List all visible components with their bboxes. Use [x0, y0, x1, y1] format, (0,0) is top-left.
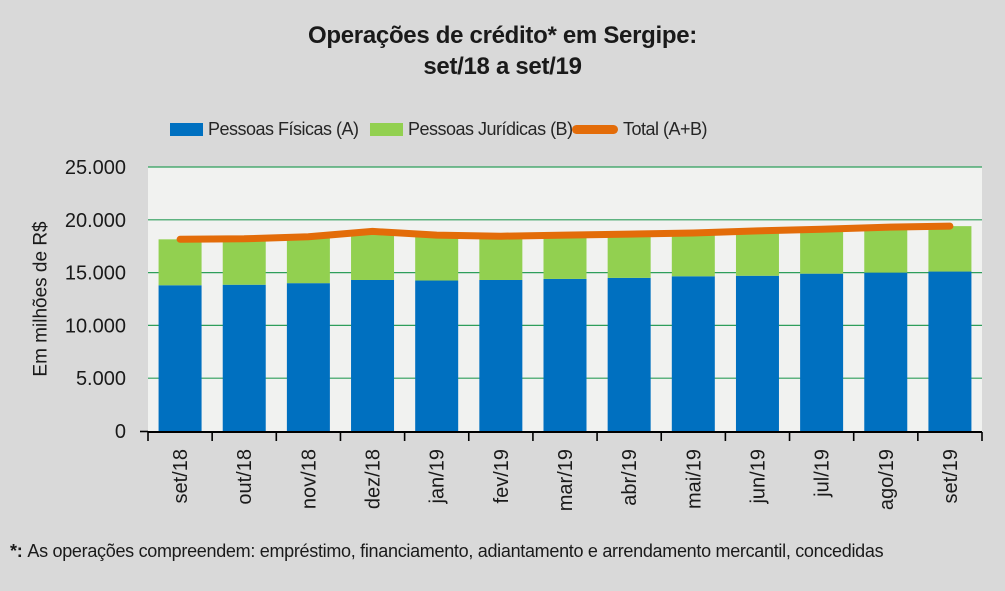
bar-pessoas-fisicas [671, 276, 715, 432]
bar-pessoas-fisicas [158, 285, 202, 432]
footnote-asterisk: *: [10, 541, 23, 561]
bar-pessoas-juridicas [800, 229, 844, 274]
bar-pessoas-juridicas [158, 239, 202, 286]
chart-title: Operações de crédito* em Sergipe: set/18… [0, 20, 1005, 82]
y-tick-label: 15.000 [65, 263, 126, 285]
bar-pessoas-juridicas [543, 235, 587, 279]
x-tick-label: mar/19 [555, 449, 577, 511]
y-axis-title: Em milhões de R$ [31, 221, 52, 377]
bar-pessoas-juridicas [671, 233, 715, 277]
legend-swatch-total-line [572, 124, 618, 134]
bar-pessoas-juridicas [286, 236, 330, 284]
legend: Pessoas Físicas (A) Pessoas Jurídicas (B… [0, 118, 1005, 142]
chart-title-line1: Operações de crédito* em Sergipe: [308, 22, 697, 49]
bar-pessoas-fisicas [286, 283, 330, 432]
y-tick-label: 20.000 [65, 210, 126, 232]
bar-pessoas-juridicas [607, 234, 651, 278]
bar-pessoas-fisicas [607, 277, 651, 432]
legend-item-pessoas-juridicas: Pessoas Jurídicas (B) [370, 118, 573, 140]
bar-pessoas-juridicas [351, 231, 395, 280]
x-tick-label: dez/18 [363, 449, 385, 509]
y-tick-label: 10.000 [65, 315, 126, 337]
bar-pessoas-juridicas [415, 235, 459, 281]
x-tick-label: fev/19 [491, 449, 513, 503]
bar-pessoas-juridicas [222, 238, 266, 285]
bar-pessoas-fisicas [735, 275, 779, 432]
x-tick-label: mai/19 [683, 449, 705, 509]
x-tick-label: out/18 [234, 449, 256, 505]
x-tick-label: set/18 [170, 449, 192, 503]
footnote: *: As operações compreendem: empréstimo, … [10, 541, 1000, 562]
legend-item-pessoas-fisicas: Pessoas Físicas (A) [170, 118, 359, 140]
y-tick-label: 25.000 [65, 157, 126, 179]
y-tick-label: 5.000 [76, 368, 126, 390]
x-tick-label: abr/19 [619, 449, 641, 506]
bar-pessoas-fisicas [864, 272, 908, 432]
x-tick-label: jun/19 [747, 449, 769, 505]
legend-item-total: Total (A+B) [572, 118, 708, 140]
legend-label-pessoas-juridicas: Pessoas Jurídicas (B) [408, 118, 573, 139]
legend-label-total: Total (A+B) [623, 118, 708, 139]
bar-pessoas-fisicas [479, 279, 523, 432]
bar-pessoas-fisicas [351, 279, 395, 432]
total-line [176, 222, 954, 243]
bar-pessoas-juridicas [735, 230, 779, 276]
bar-pessoas-juridicas [479, 236, 523, 280]
bar-pessoas-fisicas [928, 271, 972, 432]
bar-pessoas-juridicas [864, 227, 908, 273]
x-tick-label: ago/19 [876, 449, 898, 510]
x-tick-label: nov/18 [298, 449, 320, 509]
y-tick-label: 0 [115, 421, 126, 443]
bar-pessoas-fisicas [543, 278, 587, 432]
footnote-text: As operações compreendem: empréstimo, fi… [27, 541, 884, 561]
bar-pessoas-fisicas [800, 273, 844, 432]
x-tick-label: set/19 [940, 449, 962, 503]
chart-title-line2: set/18 a set/19 [423, 53, 582, 80]
bar-pessoas-fisicas [222, 284, 266, 432]
bar-pessoas-juridicas [928, 226, 972, 272]
x-tick-label: jan/19 [427, 449, 449, 505]
legend-label-pessoas-fisicas: Pessoas Físicas (A) [208, 118, 359, 139]
legend-swatch-pessoas-juridicas [370, 122, 403, 136]
legend-swatch-pessoas-fisicas [170, 122, 203, 136]
x-tick-label: jul/19 [812, 449, 834, 498]
bar-pessoas-fisicas [415, 280, 459, 432]
